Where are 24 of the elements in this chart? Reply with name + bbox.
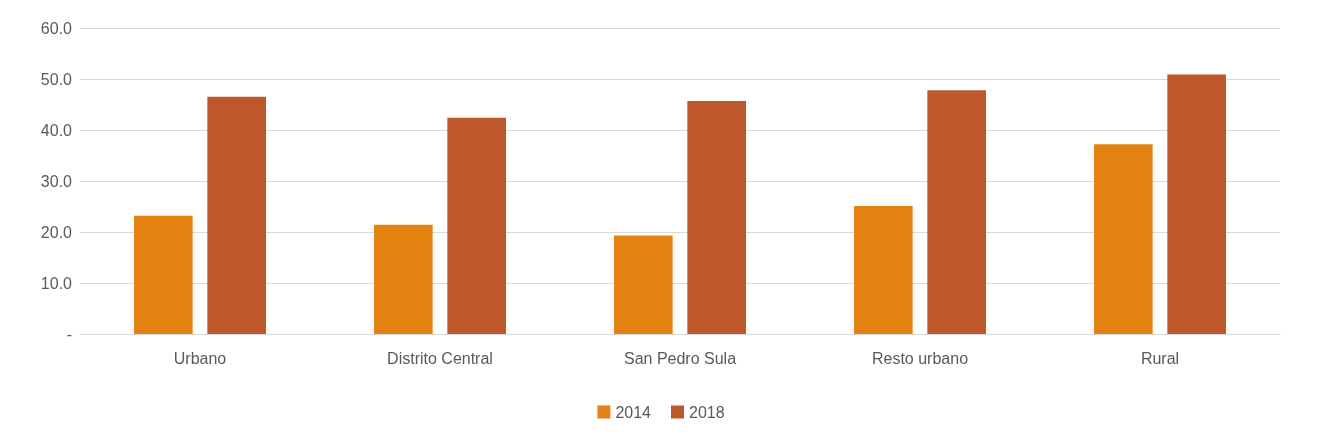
y-tick-label: 60.0 (40, 19, 73, 37)
x-tick-label: Urbano (173, 349, 227, 367)
x-tick-label: San Pedro Sula (623, 349, 737, 367)
bar (854, 205, 913, 334)
legend-label: 2014 (615, 403, 652, 421)
bar (374, 224, 433, 334)
y-tick-label: 20.0 (40, 223, 73, 241)
bar (687, 100, 746, 334)
bar (1167, 74, 1226, 334)
x-tick-label: Rural (1140, 349, 1180, 367)
bar (1094, 144, 1153, 334)
y-tick-label: - (66, 325, 72, 343)
bar (927, 90, 986, 334)
bar (614, 235, 673, 334)
y-tick-label: 10.0 (40, 274, 73, 292)
y-tick-label: 30.0 (40, 172, 73, 190)
x-tick-label: Resto urbano (871, 349, 969, 367)
y-tick-label: 40.0 (40, 121, 73, 139)
bar (134, 215, 193, 334)
bar (207, 96, 266, 334)
x-tick-label: Distrito Central (387, 349, 493, 367)
y-tick-label: 50.0 (40, 70, 73, 88)
legend-label: 2018 (689, 403, 725, 421)
bar (447, 117, 506, 334)
